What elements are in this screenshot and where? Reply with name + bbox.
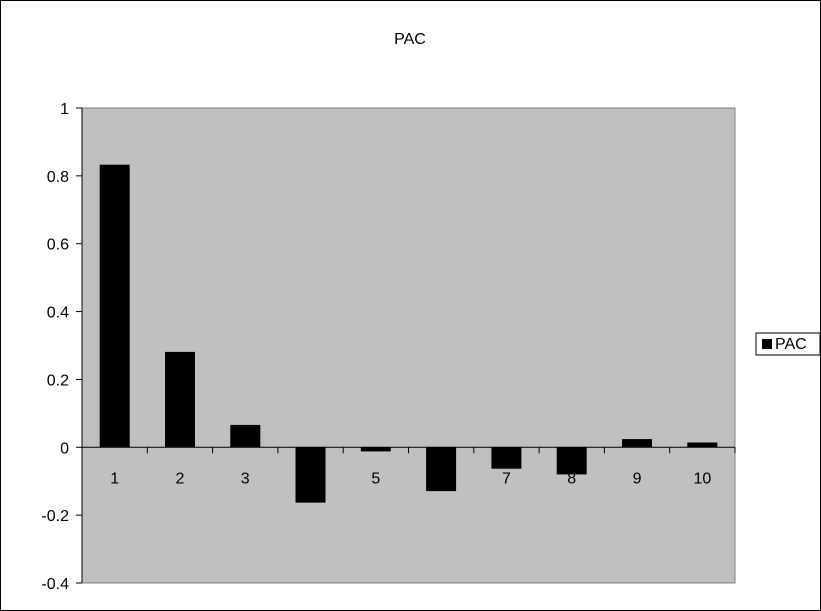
bar-1	[99, 164, 130, 448]
legend-swatch	[762, 339, 772, 349]
bar-9	[622, 439, 652, 448]
bar-4	[295, 447, 326, 503]
bar-3	[230, 424, 261, 448]
bar-2	[165, 351, 195, 448]
bar-7	[491, 447, 522, 469]
y-tick-label: 1	[60, 101, 69, 118]
x-tick-label: 10	[693, 470, 711, 487]
x-tick-label: 1	[110, 470, 119, 487]
y-tick-label: 0.2	[47, 372, 69, 389]
plot-area	[81, 107, 736, 584]
bars	[99, 164, 718, 503]
y-tick-label: 0.8	[47, 169, 69, 186]
x-tick-label: 9	[633, 470, 642, 487]
bar-8	[556, 447, 587, 475]
x-axis: 1 2 3 5 7 8 9 10	[81, 446, 736, 487]
bar-5	[360, 447, 391, 452]
y-tick-label: 0.6	[47, 237, 69, 254]
x-tick-label: 2	[175, 470, 184, 487]
y-tick-label: 0	[60, 440, 69, 457]
x-tick-label: 8	[567, 470, 576, 487]
legend-box	[755, 332, 821, 356]
legend: PAC	[755, 332, 821, 356]
bar-10	[687, 442, 718, 448]
x-tick-label: 7	[502, 470, 511, 487]
y-tick-label: 0.4	[47, 305, 69, 322]
x-tick-label: 5	[371, 470, 380, 487]
y-tick-label: -0.2	[41, 508, 69, 525]
y-axis: -0.4 -0.2 0 0.2 0.4 0.6 0.8 1	[41, 101, 83, 593]
legend-label: PAC	[775, 336, 807, 353]
x-tick-label: 3	[241, 470, 250, 487]
chart-title: PAC	[394, 31, 426, 48]
bar-6	[426, 447, 457, 492]
y-tick-label: -0.4	[41, 576, 69, 593]
